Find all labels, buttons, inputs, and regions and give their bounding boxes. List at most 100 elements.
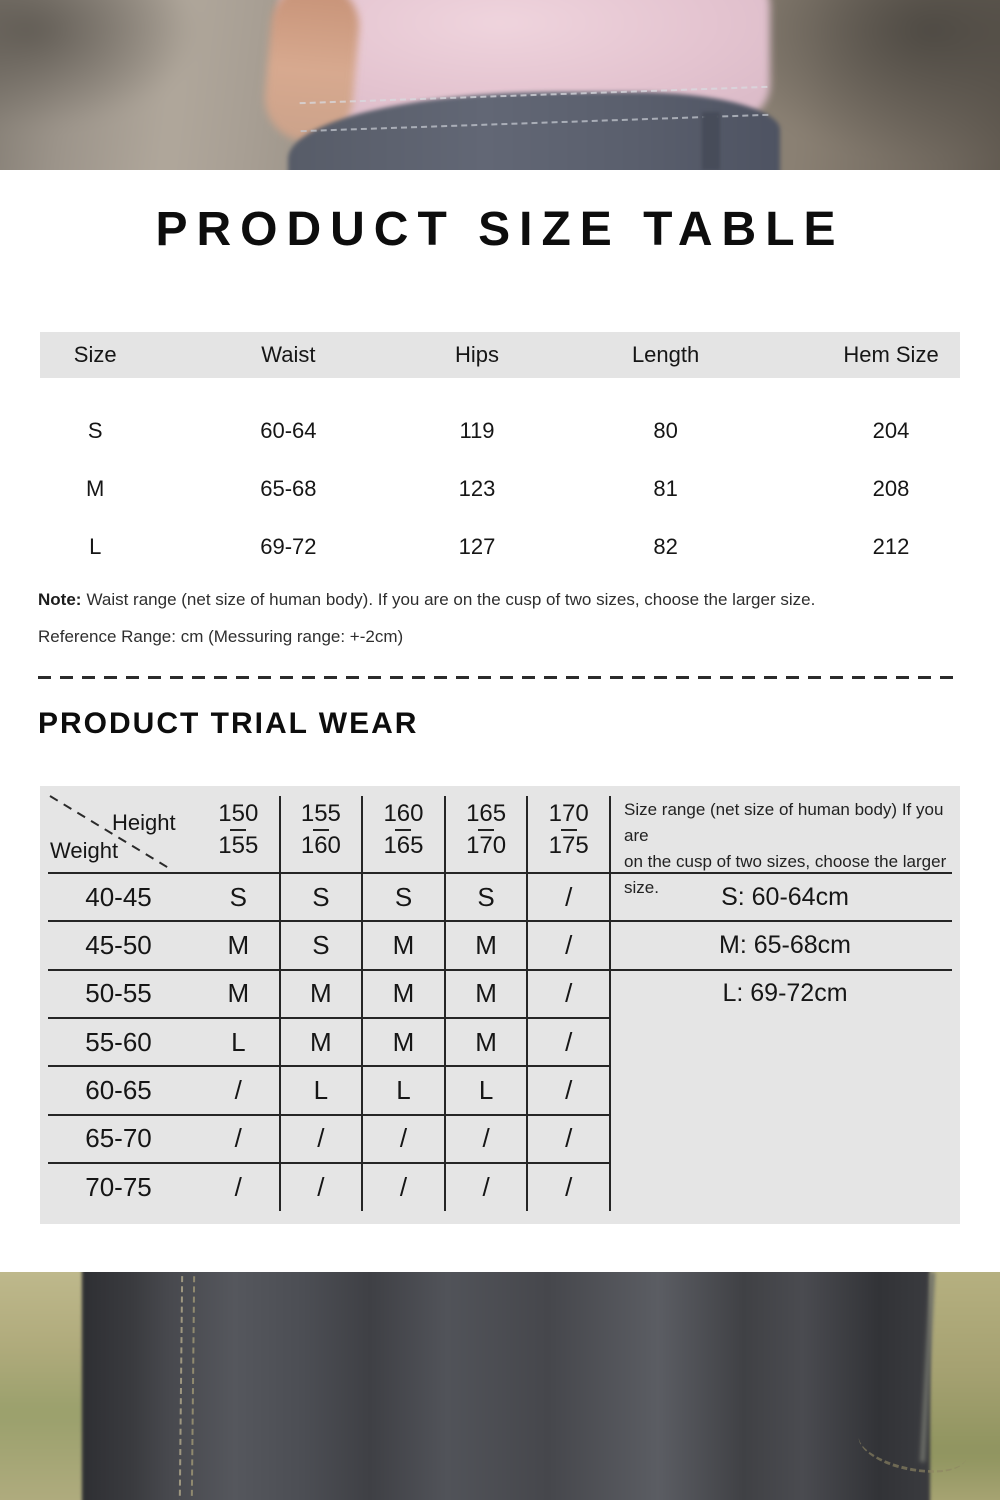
size-table-body: S 60-64 119 80 204 M 65-68 123 81 208 L 69-72 127 82 2…	[40, 402, 960, 576]
size-table-cell: L	[89, 534, 102, 559]
size-table-cell: 60-64	[260, 418, 317, 443]
reference-range-text: Reference Range: cm (Messuring range: +-…	[38, 627, 404, 646]
trial-size-cell: /	[565, 929, 573, 960]
row-divider-line	[48, 1016, 610, 1019]
note-text: Waist range (net size of human body). If…	[86, 590, 816, 609]
size-table-cell: 123	[458, 476, 496, 501]
size-col-header: Length	[631, 342, 700, 367]
height-range-bottom: 160	[300, 832, 341, 859]
row-divider-line	[48, 1065, 610, 1068]
size-table-cell: 82	[653, 534, 678, 559]
trial-size-cell: /	[565, 1171, 573, 1202]
column-divider-line	[443, 796, 446, 1211]
height-range-top: 165	[466, 800, 507, 827]
dashed-divider	[38, 676, 962, 679]
trial-size-cell: M	[227, 978, 250, 1009]
trial-size-cell: M	[392, 929, 415, 960]
trial-size-cell: M	[475, 929, 497, 960]
height-range-top: 150	[218, 800, 259, 827]
trial-side-note-line: on the cusp of two sizes, choose the lar…	[624, 852, 947, 897]
trial-side-note-line: Size range (net size of human body) If y…	[624, 800, 944, 845]
column-divider-line	[361, 796, 364, 1211]
corner-height-label: Height	[112, 810, 176, 835]
height-range-dash	[230, 829, 247, 831]
size-table-cell: 208	[872, 476, 910, 501]
weight-row-label: 70-75	[85, 1171, 152, 1202]
height-range-bottom: 170	[466, 832, 507, 859]
trial-size-cell: L	[478, 1074, 494, 1105]
note-label: Note:	[38, 590, 82, 609]
height-column-header: 160 165	[362, 790, 445, 870]
trial-size-cell: /	[399, 1123, 408, 1154]
height-range-bottom: 175	[548, 832, 589, 859]
panel-divider-line	[609, 796, 611, 1211]
height-range-bottom: 155	[218, 832, 259, 859]
trial-size-cell: S	[312, 929, 330, 960]
height-range-top: 155	[300, 800, 341, 827]
trial-size-cell: S	[477, 881, 495, 912]
size-col-header: Hips	[454, 342, 500, 367]
size-table-cell: 212	[872, 534, 910, 559]
size-range-value: S: 60-64cm	[721, 882, 849, 911]
product-photo-top	[0, 0, 1000, 170]
size-table-cell: 127	[458, 534, 496, 559]
belt-loop	[702, 112, 720, 170]
trial-size-cell: /	[565, 1123, 573, 1154]
height-range-dash	[395, 829, 412, 831]
trial-size-cell: /	[234, 1171, 242, 1202]
size-table-row: S 60-64 119 80 204	[40, 402, 960, 460]
weight-row-label: 40-45	[85, 881, 152, 912]
weight-row-label: 50-55	[85, 978, 152, 1009]
size-table-row: L 69-72 127 82 212	[40, 518, 960, 576]
trial-size-cell: /	[482, 1171, 490, 1202]
row-divider-line	[48, 920, 952, 923]
corner-weight-label: Weight	[50, 838, 119, 863]
row-divider-line	[48, 872, 952, 874]
size-table-cell: 204	[872, 418, 910, 443]
height-column-header: 150 155	[197, 790, 280, 870]
row-divider-line	[48, 1161, 610, 1164]
trial-size-cell: /	[234, 1123, 242, 1154]
trial-size-cell: /	[565, 978, 573, 1009]
trial-size-cell: /	[565, 1074, 573, 1105]
size-table-cell: 69-72	[260, 534, 317, 559]
size-table-header-row: Size Waist Hips Length Hem Size	[40, 332, 960, 378]
product-photo-bottom	[0, 1272, 1000, 1500]
size-col-header: Hem Size	[843, 342, 939, 367]
trial-size-cell: M	[392, 1026, 415, 1057]
weight-row-label: 45-50	[85, 929, 152, 960]
trial-size-cell: M	[475, 1026, 497, 1057]
trial-size-cell: M	[227, 929, 250, 960]
trial-size-cell: M	[475, 978, 497, 1009]
skirt-fabric	[82, 1272, 930, 1500]
trial-size-cell: /	[399, 1171, 408, 1202]
size-range-value: L: 69-72cm	[722, 979, 848, 1008]
row-divider-line	[48, 968, 952, 971]
trial-size-cell: S	[394, 881, 413, 912]
height-column-header: 170 175	[527, 790, 610, 870]
size-col-header: Waist	[261, 342, 316, 367]
size-note: Note: Waist range (net size of human body…	[38, 590, 815, 610]
trial-size-cell: S	[312, 881, 330, 912]
column-divider-line	[526, 796, 529, 1211]
size-table: Size Waist Hips Length Hem Size S 60-64 119 80 2…	[40, 332, 960, 576]
size-table-row: M 65-68 123 81 208	[40, 460, 960, 518]
size-table-cell: M	[86, 476, 105, 501]
trial-size-cell: /	[317, 1123, 325, 1154]
height-range-dash	[312, 829, 329, 831]
trial-size-cell: L	[396, 1074, 411, 1105]
size-table-title: PRODUCT SIZE TABLE	[155, 203, 845, 256]
trial-size-cell: M	[310, 1026, 332, 1057]
weight-row-label: 60-65	[85, 1074, 152, 1105]
column-divider-line	[278, 796, 281, 1211]
trial-size-cell: L	[313, 1074, 329, 1105]
size-table-cell: 81	[653, 476, 678, 501]
size-range-value: M: 65-68cm	[719, 930, 851, 959]
trial-size-cell: S	[229, 881, 247, 912]
skirt-seam-stitching	[178, 1272, 196, 1500]
height-range-dash	[478, 829, 495, 831]
trial-wear-title: PRODUCT TRIAL WEAR	[38, 707, 419, 740]
height-range-bottom: 165	[383, 832, 424, 859]
trial-side-note: Size range (net size of human body) If y…	[624, 797, 958, 901]
